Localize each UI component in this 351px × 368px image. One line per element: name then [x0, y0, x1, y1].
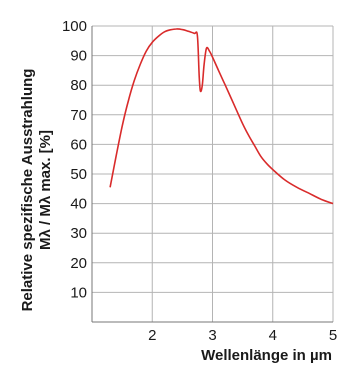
y-tick-label: 40: [70, 196, 87, 213]
grid: [92, 25, 334, 322]
y-tick-label: 30: [70, 225, 87, 242]
x-axis-title: Wellenlänge in µm: [201, 347, 332, 364]
y-tick-label: 20: [70, 255, 87, 272]
y-axis-title-line-2: Mλ / Mλ max. [%]: [37, 130, 54, 250]
x-tick-label: 2: [148, 327, 156, 344]
series-layer: [109, 28, 334, 205]
x-tick-label: 4: [269, 327, 277, 344]
y-tick-label: 90: [70, 48, 87, 65]
axes: [91, 26, 333, 323]
tick-labels: 10 20 30 40 50 60 70 80 90 100 2 3 4 5: [62, 18, 337, 344]
y-tick-label: 60: [70, 136, 87, 153]
series-line: [109, 28, 334, 205]
y-tick-label: 70: [70, 107, 87, 124]
y-tick-label: 80: [70, 77, 87, 94]
x-tick-label: 3: [208, 327, 216, 344]
y-tick-label: 50: [70, 166, 87, 183]
y-axis-title-line-1: Relative spezifische Ausstrahlung: [19, 69, 36, 312]
y-tick-label: 100: [62, 18, 87, 35]
x-tick-label: 5: [329, 327, 337, 344]
y-tick-label: 10: [70, 284, 87, 301]
